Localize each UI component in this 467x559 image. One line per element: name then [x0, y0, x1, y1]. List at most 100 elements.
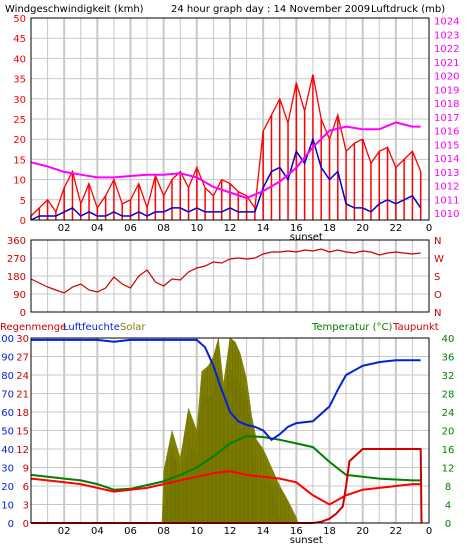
pressure-y-tick: 1012: [434, 182, 459, 193]
direction-y-tick: 270: [7, 254, 26, 265]
temperature-y-tick: 16: [442, 445, 455, 456]
x-tick-label: 06: [124, 223, 137, 234]
pressure-axis-label: Luftdruck (mb): [371, 4, 445, 15]
pressure-y-tick: 1010: [434, 209, 459, 220]
humidity-y-tick: 40: [1, 445, 14, 456]
wind-pressure-frame: [30, 17, 430, 221]
compass-tick: N: [434, 308, 441, 319]
pressure-y-tick: 1020: [434, 72, 459, 83]
compass-tick: W: [434, 254, 444, 265]
x-tick-label: 18: [323, 526, 336, 537]
x-tick-label: 16: [290, 526, 303, 537]
sunset-label: sunset: [290, 232, 323, 243]
wind-speed-line: [30, 74, 422, 217]
wind-direction-series: [30, 248, 421, 294]
wind-y-tick: 50: [13, 14, 26, 25]
temperature-y-tick: 28: [442, 390, 455, 401]
temperature-y-tick: 20: [442, 427, 455, 438]
rain-line: [31, 448, 423, 524]
humidity-y-tick: 100: [0, 334, 14, 345]
pressure-y-tick: 1013: [434, 168, 459, 179]
wind-pressure-grid: [31, 17, 429, 221]
wind-y-tick: 30: [13, 95, 26, 106]
x-tick-label: 0: [426, 223, 432, 234]
humidity-temp-axes: 0010320630940125015601870218024902710030…: [0, 334, 454, 546]
x-tick-label: 04: [91, 223, 104, 234]
wind-y-tick: 5: [20, 196, 26, 207]
wind-y-tick: 10: [13, 176, 26, 187]
pressure-y-tick: 1019: [434, 85, 459, 96]
temperature-line: [30, 435, 421, 491]
pressure-line: [30, 121, 421, 200]
rain-y-tick: 6: [23, 482, 29, 493]
wind-axis-label: Windgeschwindigkeit (kmh): [5, 4, 144, 15]
chart-title: 24 hour graph day : 14 November 2009: [171, 4, 370, 15]
wind-average-line: [30, 136, 422, 221]
x-tick-label: 20: [356, 526, 369, 537]
humidity-y-tick: 50: [1, 427, 14, 438]
humidity-y-tick: 10: [1, 501, 14, 512]
sunset-label: sunset: [290, 535, 323, 546]
x-tick-label: 18: [323, 223, 336, 234]
x-tick-label: 20: [356, 223, 369, 234]
x-tick-label: 10: [190, 223, 203, 234]
humidity-temp-frame: [30, 337, 430, 524]
temperature-y-tick: 32: [442, 371, 455, 382]
pressure-y-tick: 1018: [434, 99, 459, 110]
wind-y-tick: 40: [13, 54, 26, 65]
x-tick-label: 08: [157, 223, 170, 234]
rain-y-tick: 3: [23, 501, 29, 512]
compass-tick: O: [434, 290, 442, 301]
humidity-y-tick: 0: [8, 519, 14, 530]
compass-tick: N: [434, 236, 441, 247]
x-tick-label: 22: [389, 526, 402, 537]
temperature-y-tick: 8: [445, 482, 451, 493]
humidity-y-tick: 70: [1, 390, 14, 401]
rain-y-tick: 12: [16, 445, 29, 456]
pressure-y-tick: 1011: [434, 195, 459, 206]
rain-y-tick: 18: [16, 408, 29, 419]
pressure-y-tick: 1022: [434, 44, 459, 55]
x-tick-label: 12: [224, 223, 237, 234]
rain-y-tick: 24: [16, 371, 29, 382]
humidity-y-tick: 20: [1, 482, 14, 493]
wind-direction-grid: [31, 239, 429, 313]
wind-y-tick: 20: [13, 135, 26, 146]
pressure-y-tick: 1024: [434, 17, 459, 28]
wind-y-tick: 45: [13, 34, 26, 45]
temperature-y-tick: 4: [445, 501, 451, 512]
temperature-y-tick: 12: [442, 464, 455, 475]
solar-label: Solar: [120, 322, 146, 333]
dewpoint-label: Taupunkt: [392, 322, 439, 333]
wind-direction-frame: [30, 239, 430, 313]
humidity-y-tick: 30: [1, 464, 14, 475]
humidity-temp-series: [30, 337, 429, 524]
wind-y-tick: 0: [20, 216, 26, 227]
wind-y-tick: 35: [13, 75, 26, 86]
temperature-y-tick: 0: [445, 519, 451, 530]
x-tick-label: 04: [91, 526, 104, 537]
humidity-y-tick: 60: [1, 408, 14, 419]
rain-y-tick: 9: [23, 464, 29, 475]
x-tick-label: 06: [124, 526, 137, 537]
rain-y-tick: 27: [16, 353, 29, 364]
rain-y-tick: 0: [23, 519, 29, 530]
x-tick-label: 08: [157, 526, 170, 537]
rain-y-tick: 21: [16, 390, 29, 401]
rain-y-tick: 15: [16, 427, 29, 438]
x-tick-label: 14: [257, 526, 270, 537]
temperature-y-tick: 40: [442, 334, 455, 345]
pressure-y-tick: 1021: [434, 58, 459, 69]
wind-y-tick: 25: [13, 115, 26, 126]
pressure-y-tick: 1023: [434, 30, 459, 41]
temperature-y-tick: 24: [442, 408, 455, 419]
wind-y-tick: 15: [13, 155, 26, 166]
pressure-y-tick: 1014: [434, 154, 459, 165]
pressure-y-tick: 1016: [434, 127, 459, 138]
compass-tick: S: [434, 272, 440, 283]
x-tick-label: 02: [58, 526, 71, 537]
wind-direction-line: [30, 248, 421, 294]
direction-y-tick: 0: [20, 308, 26, 319]
direction-y-tick: 180: [7, 272, 26, 283]
